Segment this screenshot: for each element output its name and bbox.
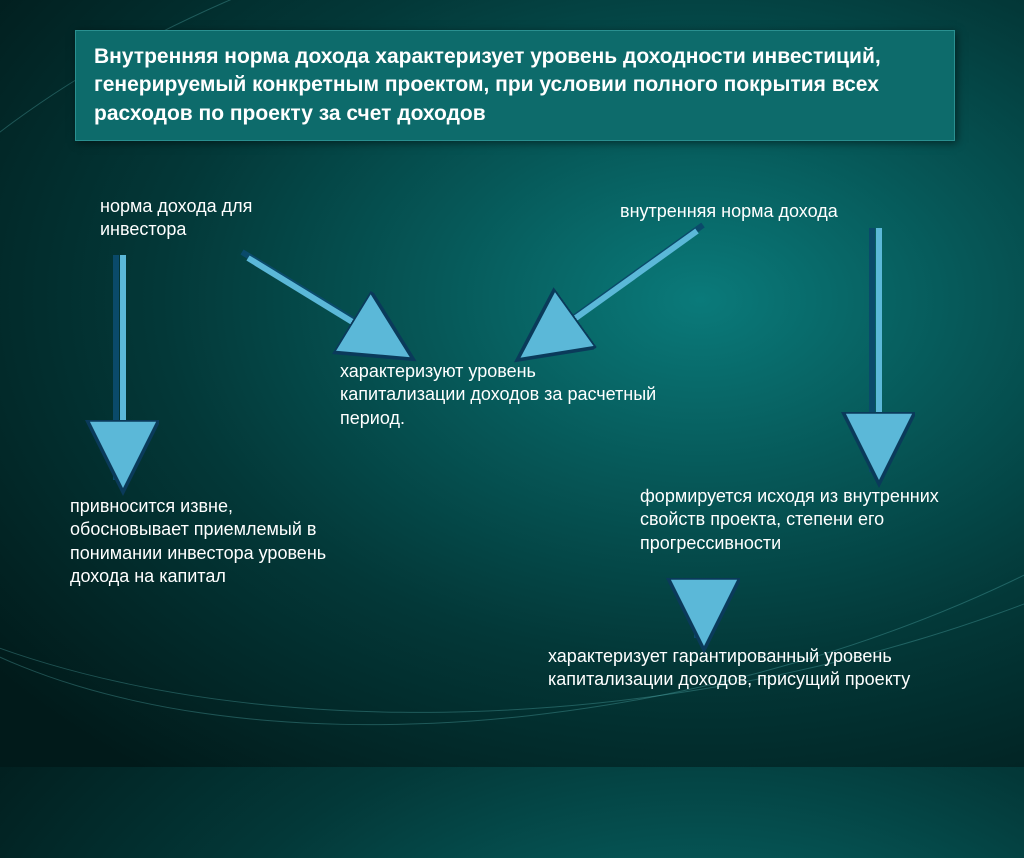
header-title: Внутренняя норма дохода характеризует ур… (94, 43, 936, 128)
arrow-edge (242, 252, 397, 347)
arrow-edge (248, 258, 403, 353)
node-investor-rate: норма дохода для инвестора (100, 195, 340, 242)
node-capitalization: характеризуют уровень капитализации дохо… (340, 360, 660, 430)
node-guaranteed-level: характеризует гарантированный уровень ка… (548, 645, 948, 692)
header-box: Внутренняя норма дохода характеризует ур… (75, 30, 955, 141)
node-external-justification: привносится извне, обосновывает приемлем… (70, 495, 330, 589)
arrow-edge (527, 231, 697, 353)
arrow-edge (533, 225, 703, 347)
node-internal-properties: формируется исходя из внутренних свойств… (640, 485, 940, 555)
node-internal-rate: внутренняя норма дохода (620, 200, 920, 223)
